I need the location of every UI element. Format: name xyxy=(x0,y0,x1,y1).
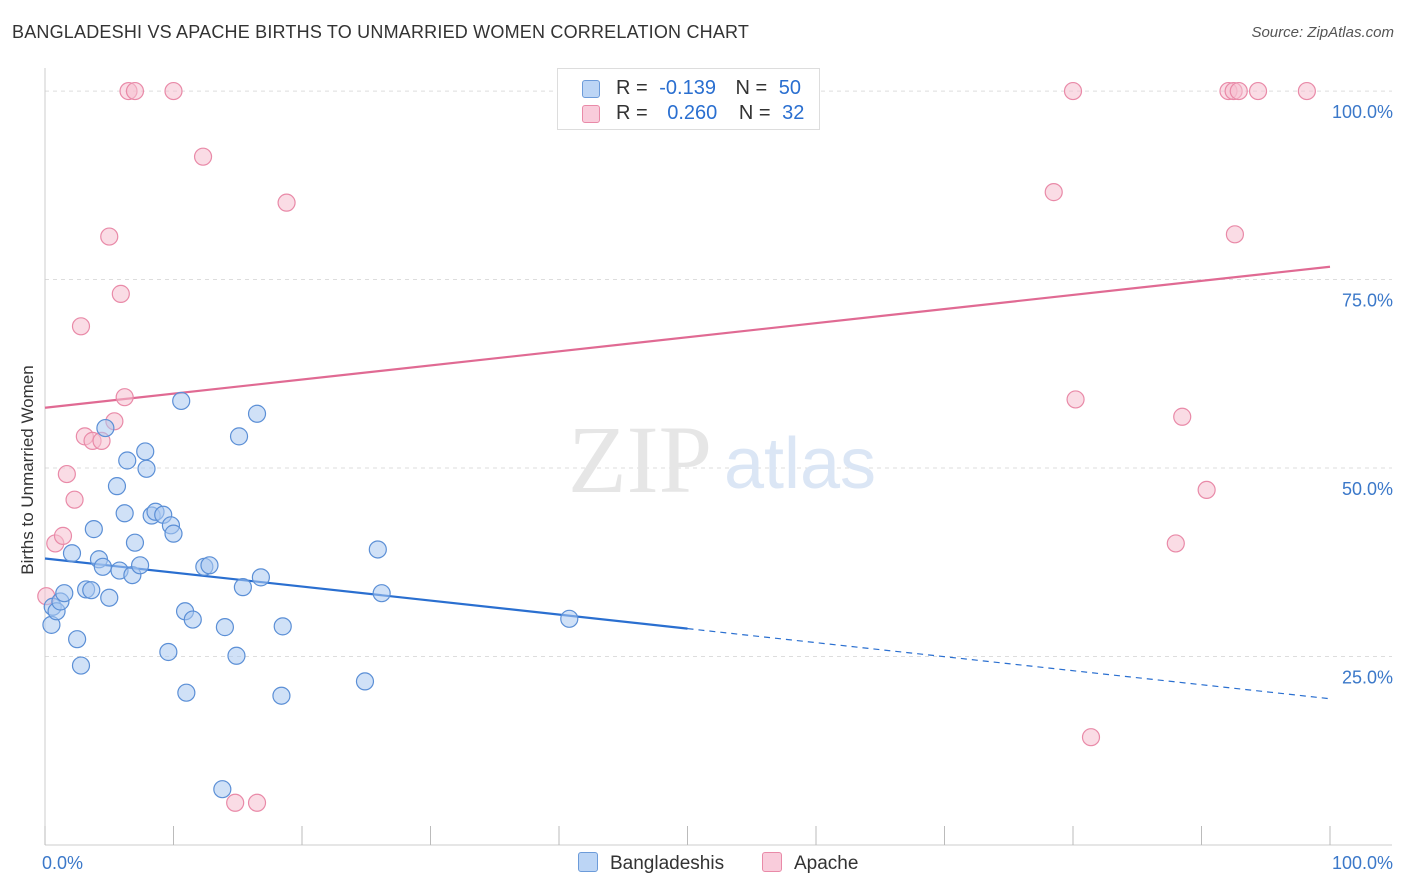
legend-r-value: 0.260 xyxy=(667,102,718,124)
point-apache xyxy=(65,490,84,509)
legend-n-label: N = xyxy=(735,77,768,99)
point-bangladeshi xyxy=(368,540,387,559)
axes xyxy=(44,68,1392,846)
point-bangladeshi xyxy=(247,404,267,423)
point-bangladeshi xyxy=(137,459,156,478)
point-bangladeshi xyxy=(159,642,178,662)
point-apache xyxy=(1248,81,1268,101)
point-bangladeshi xyxy=(183,610,202,629)
watermark: ZIP atlas xyxy=(568,406,876,513)
chart-title: BANGLADESHI VS APACHE BIRTHS TO UNMARRIE… xyxy=(12,22,750,42)
point-apache xyxy=(115,388,134,407)
y-tick-label: 25.0% xyxy=(1342,668,1393,688)
data-points xyxy=(37,81,1316,812)
y-tick-label: 50.0% xyxy=(1342,479,1393,499)
bottom-legend-label: Bangladeshis xyxy=(610,853,725,874)
point-bangladeshi xyxy=(118,451,137,470)
point-bangladeshi xyxy=(355,672,375,691)
trendline-apache xyxy=(44,265,1331,409)
point-bangladeshi xyxy=(215,618,234,637)
point-bangladeshi xyxy=(164,524,183,543)
point-bangladeshi xyxy=(229,427,249,446)
point-bangladeshi xyxy=(82,581,101,600)
point-apache xyxy=(164,81,183,101)
point-bangladeshi xyxy=(177,683,196,702)
point-bangladeshi xyxy=(68,630,87,649)
point-apache xyxy=(1063,81,1083,101)
point-apache xyxy=(193,147,213,166)
stats-legend: R = -0.139 N = 50 R = 0.260 N = 32 xyxy=(557,68,820,130)
x-tick-label: 100.0% xyxy=(1332,853,1393,873)
point-bangladeshi xyxy=(213,780,232,799)
point-apache xyxy=(226,793,245,812)
point-apache xyxy=(71,317,91,336)
trendline-bangladeshis-extension xyxy=(687,628,1331,700)
bottom-legend-label: Apache xyxy=(794,853,859,874)
legend-n-label: N = xyxy=(738,102,771,124)
point-bangladeshi xyxy=(84,520,103,539)
tick-labels: 25.0% 50.0% 75.0% 100.0% 0.0% 100.0% xyxy=(42,102,1393,873)
point-bangladeshi xyxy=(172,391,191,411)
watermark-atlas: atlas xyxy=(724,424,876,504)
legend-swatch-pink xyxy=(582,105,600,123)
point-bangladeshi xyxy=(227,646,246,665)
trendlines xyxy=(44,265,1331,700)
bottom-legend-swatch-blue xyxy=(578,852,598,872)
point-bangladeshi xyxy=(560,609,579,628)
point-bangladeshi xyxy=(251,568,270,587)
point-apache xyxy=(1297,81,1316,101)
point-apache xyxy=(1225,225,1245,244)
point-bangladeshi xyxy=(200,556,219,575)
legend-swatch-blue xyxy=(582,80,600,98)
point-bangladeshi xyxy=(71,656,91,675)
legend-n-value: 50 xyxy=(778,77,802,99)
point-apache xyxy=(53,526,73,545)
point-bangladeshi xyxy=(233,578,252,597)
point-apache xyxy=(125,81,145,101)
point-apache xyxy=(1173,407,1192,426)
point-bangladeshi xyxy=(272,686,291,705)
y-tick-label: 75.0% xyxy=(1342,291,1393,311)
point-bangladeshi xyxy=(62,544,82,563)
legend-n-value: 32 xyxy=(782,102,805,124)
point-bangladeshi xyxy=(96,418,115,438)
point-bangladeshi xyxy=(372,584,391,603)
point-bangladeshi xyxy=(55,584,74,603)
point-apache xyxy=(1066,390,1085,409)
bottom-legend-bangladeshis: Bangladeshis xyxy=(578,852,724,875)
point-apache xyxy=(1197,480,1216,500)
watermark-zip: ZIP xyxy=(568,406,712,513)
point-bangladeshi xyxy=(93,557,112,576)
legend-r-value: -0.139 xyxy=(659,77,716,99)
point-bangladeshi xyxy=(107,477,127,496)
point-bangladeshi xyxy=(273,617,292,636)
legend-r-label: R = xyxy=(616,77,648,99)
bottom-legend-swatch-pink xyxy=(762,852,782,872)
point-bangladeshi xyxy=(115,504,134,523)
point-apache xyxy=(111,284,130,303)
point-bangladeshi xyxy=(136,442,155,461)
point-apache xyxy=(1044,183,1063,202)
point-apache xyxy=(57,464,76,484)
point-bangladeshi xyxy=(100,588,119,607)
gridlines xyxy=(45,90,1392,658)
trendline-bangladeshis xyxy=(44,557,688,630)
point-bangladeshi xyxy=(130,556,150,575)
bottom-legend-apache: Apache xyxy=(762,852,858,875)
y-tick-label: 100.0% xyxy=(1332,102,1393,122)
point-apache xyxy=(247,793,267,812)
legend-r-label: R = xyxy=(616,102,648,124)
x-tick-label: 0.0% xyxy=(42,853,83,873)
point-apache xyxy=(277,193,296,212)
point-bangladeshi xyxy=(125,533,145,552)
point-apache xyxy=(1166,534,1185,553)
point-apache xyxy=(1081,728,1101,747)
point-apache xyxy=(1229,81,1248,101)
source-label: Source: ZipAtlas.com xyxy=(1251,24,1394,41)
point-apache xyxy=(100,227,119,246)
